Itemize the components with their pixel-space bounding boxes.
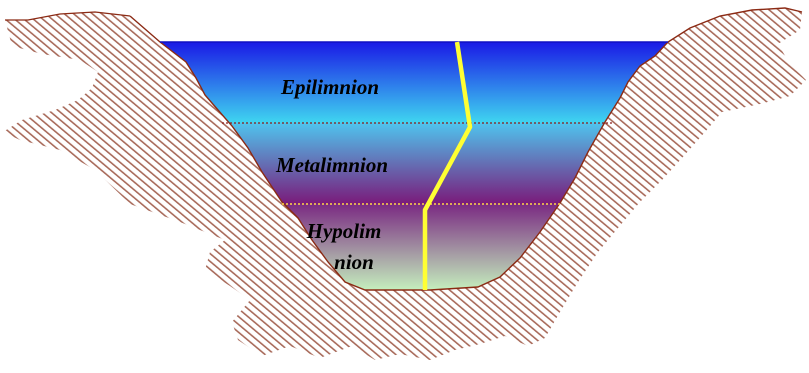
right-shore-rock xyxy=(455,8,806,350)
epilimnion-label: Epilimnion xyxy=(280,75,379,99)
left-top-edge xyxy=(5,11,131,21)
hypolimnion-label-line1: Hypolim xyxy=(306,219,382,243)
metalimnion-label: Metalimnion xyxy=(275,153,388,177)
left-shoreline xyxy=(129,7,803,291)
temperature-profile-line xyxy=(422,41,473,290)
hypolimnion-label-line2: nion xyxy=(334,250,374,274)
epilimnion-layer xyxy=(160,42,668,123)
left-shore-rock xyxy=(3,12,540,360)
